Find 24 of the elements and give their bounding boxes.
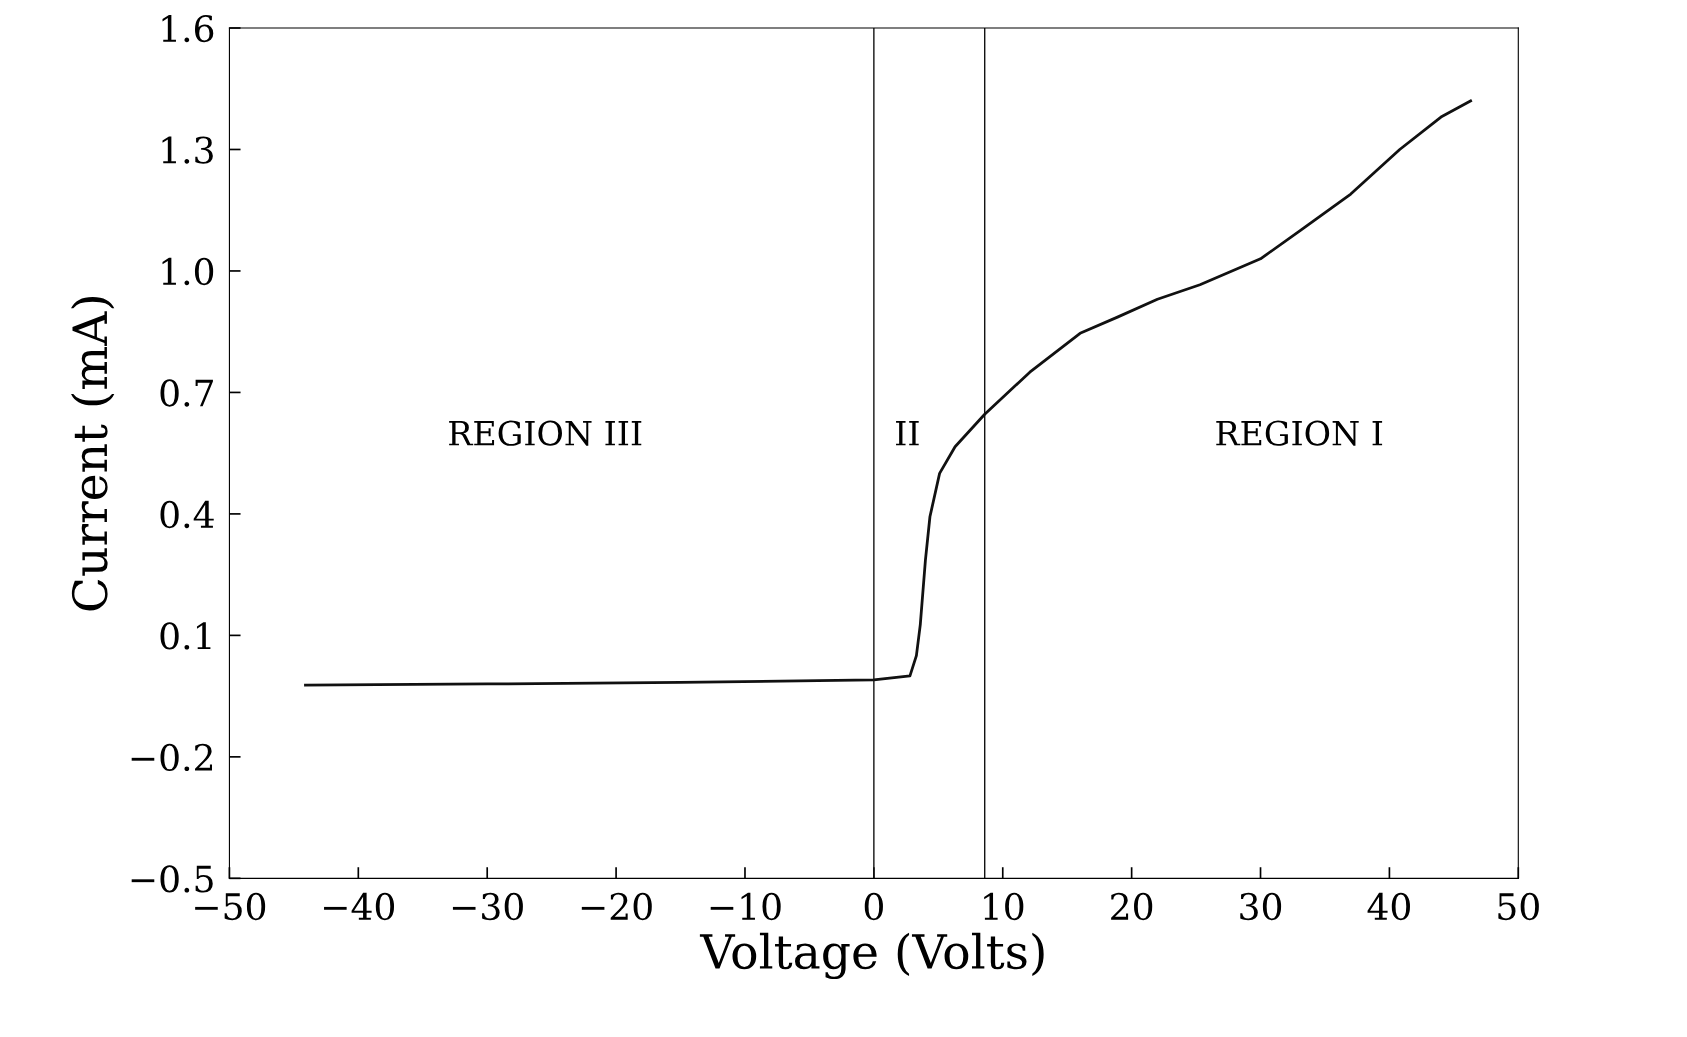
y-tick-label: 0.7 xyxy=(160,379,213,407)
x-tick-label: −20 xyxy=(581,892,652,921)
x-tick-label: 20 xyxy=(1111,892,1153,921)
x-axis-title: Voltage (Volts) xyxy=(699,932,1044,980)
y-axis-title: Current (mA) xyxy=(71,297,115,611)
y-tick-label: −0.2 xyxy=(131,743,212,772)
x-tick-label: −30 xyxy=(452,892,523,921)
y-tick-label: 0.1 xyxy=(160,622,211,650)
x-tick-label: 50 xyxy=(1498,892,1539,921)
y-tick-label: −0.5 xyxy=(131,865,213,893)
y-tick-label: 0.4 xyxy=(160,500,214,529)
x-tick-label: −50 xyxy=(195,892,266,921)
x-tick-label: 30 xyxy=(1240,892,1282,921)
annotation: REGION III xyxy=(449,420,642,446)
y-tick-label: 1.6 xyxy=(162,14,214,43)
annotation: II xyxy=(896,421,919,446)
x-tick-label: 0 xyxy=(864,892,883,921)
x-tick-label: 10 xyxy=(984,892,1024,921)
y-tick-label: 1.0 xyxy=(162,257,214,286)
x-tick-label: −10 xyxy=(710,892,781,921)
x-tick-label: 40 xyxy=(1367,892,1410,921)
x-tick-label: −40 xyxy=(324,892,395,921)
annotation: REGION I xyxy=(1216,420,1383,446)
y-tick-label: 1.3 xyxy=(162,136,213,164)
